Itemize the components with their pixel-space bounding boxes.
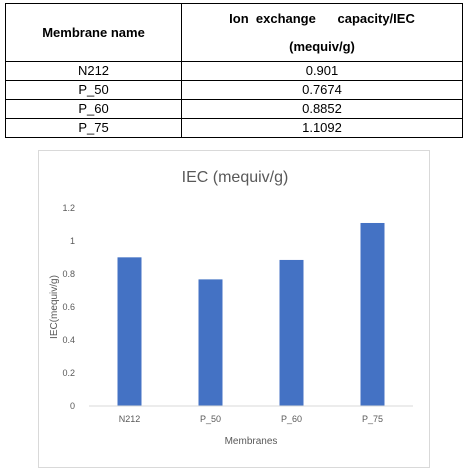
table-row: P_75 1.1092	[5, 118, 463, 138]
cell-membrane-name: P_60	[5, 99, 182, 119]
y-tick-label: 1	[70, 236, 75, 246]
cell-iec-value: 0.7674	[181, 80, 463, 100]
y-tick-label: 1.2	[62, 203, 75, 213]
header-ion-exchange-line1: Ion exchange capacity/IEC	[229, 10, 415, 26]
bar	[117, 257, 142, 406]
x-tick-label: P_60	[281, 414, 302, 424]
table-header-row: Membrane name Ion exchange capacity/IEC …	[5, 3, 463, 62]
y-tick-label: 0.6	[62, 302, 75, 312]
bar	[360, 222, 385, 406]
cell-iec-value: 0.8852	[181, 99, 463, 119]
bar	[198, 279, 223, 406]
cell-iec-value: 1.1092	[181, 118, 463, 138]
y-tick-label: 0	[70, 401, 75, 411]
y-axis-ticks: 0 0.2 0.4 0.6 0.8 1 1.2	[62, 203, 75, 411]
x-tick-label: P_50	[200, 414, 221, 424]
x-axis-ticks: N212 P_50 P_60 P_75	[119, 414, 383, 424]
bar	[279, 259, 304, 406]
x-tick-label: N212	[119, 414, 141, 424]
x-axis-label: Membranes	[225, 436, 278, 447]
iec-table: Membrane name Ion exchange capacity/IEC …	[5, 3, 463, 138]
table-row: P_50 0.7674	[5, 80, 463, 100]
x-tick-label: P_75	[362, 414, 383, 424]
y-tick-label: 0.8	[62, 269, 75, 279]
y-axis-label: IEC(mequiv/g)	[49, 275, 60, 339]
header-membrane-name: Membrane name	[5, 3, 182, 62]
cell-membrane-name: P_75	[5, 118, 182, 138]
bar-series	[117, 222, 385, 406]
table-row: N212 0.901	[5, 61, 463, 81]
header-ion-exchange-capacity: Ion exchange capacity/IEC (mequiv/g)	[181, 3, 463, 62]
y-tick-label: 0.4	[62, 335, 75, 345]
header-ion-exchange-line2: (mequiv/g)	[289, 38, 355, 54]
iec-bar-chart: IEC (mequiv/g) 0 0.2 0.4 0.6 0.8 1 1.2 N212 P_5…	[38, 150, 430, 468]
y-tick-label: 0.2	[62, 368, 75, 378]
table-row: P_60 0.8852	[5, 99, 463, 119]
chart-title: IEC (mequiv/g)	[182, 169, 289, 186]
cell-membrane-name: P_50	[5, 80, 182, 100]
chart-svg: IEC (mequiv/g) 0 0.2 0.4 0.6 0.8 1 1.2 N212 P_5…	[49, 169, 413, 447]
cell-iec-value: 0.901	[181, 61, 463, 81]
cell-membrane-name: N212	[5, 61, 182, 81]
